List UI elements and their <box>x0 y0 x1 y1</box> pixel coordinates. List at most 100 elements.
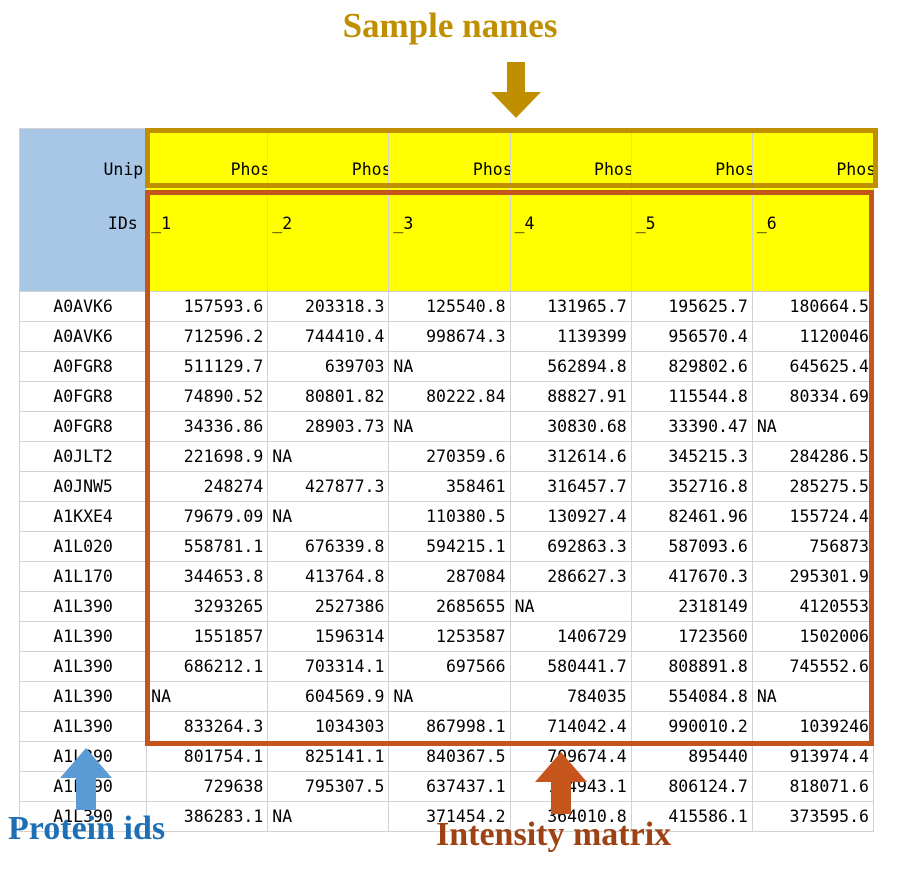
intensity-cell[interactable]: 511129.7 <box>146 351 269 382</box>
intensity-cell[interactable]: NA <box>388 411 511 442</box>
intensity-cell[interactable]: 913974.4 <box>751 741 875 772</box>
intensity-cell[interactable]: 345215.3 <box>630 441 753 472</box>
intensity-cell[interactable]: NA <box>267 501 390 532</box>
intensity-cell[interactable]: 558781.1 <box>146 531 269 562</box>
intensity-cell[interactable]: 115544.8 <box>630 381 753 412</box>
intensity-cell[interactable]: 2685655 <box>388 591 511 622</box>
intensity-cell[interactable]: 415586.1 <box>630 801 753 832</box>
protein-id-cell[interactable]: A1L390 <box>18 681 148 712</box>
intensity-cell[interactable]: NA <box>388 351 511 382</box>
intensity-cell[interactable]: 692863.3 <box>509 531 632 562</box>
intensity-cell[interactable]: 34336.86 <box>146 411 269 442</box>
intensity-cell[interactable]: 125540.8 <box>388 291 511 322</box>
intensity-cell[interactable]: 4120553 <box>751 591 875 622</box>
intensity-cell[interactable]: 371454.2 <box>388 801 511 832</box>
intensity-cell[interactable]: 1596314 <box>267 621 390 652</box>
intensity-cell[interactable]: 285275.5 <box>751 471 875 502</box>
column-header-uniprot-ids[interactable]: Uniprot_ IDs <box>18 128 148 292</box>
intensity-cell[interactable]: NA <box>267 801 390 832</box>
intensity-cell[interactable]: 714042.4 <box>509 711 632 742</box>
intensity-cell[interactable]: 703314.1 <box>267 651 390 682</box>
protein-id-cell[interactable]: A1L390 <box>18 651 148 682</box>
intensity-cell[interactable]: 806124.7 <box>630 771 753 802</box>
intensity-cell[interactable]: 639703 <box>267 351 390 382</box>
intensity-cell[interactable]: 3293265 <box>146 591 269 622</box>
intensity-cell[interactable]: 352716.8 <box>630 471 753 502</box>
protein-id-cell[interactable]: A1KXE4 <box>18 501 148 532</box>
intensity-cell[interactable]: 637437.1 <box>388 771 511 802</box>
protein-id-cell[interactable]: A0FGR8 <box>18 381 148 412</box>
intensity-cell[interactable]: 248274 <box>146 471 269 502</box>
column-header-sample-5[interactable]: Phos_Cyc _5 <box>630 128 753 292</box>
intensity-cell[interactable]: 312614.6 <box>509 441 632 472</box>
intensity-cell[interactable]: 998674.3 <box>388 321 511 352</box>
intensity-cell[interactable]: 295301.9 <box>751 561 875 592</box>
protein-id-cell[interactable]: A0AVK6 <box>18 291 148 322</box>
intensity-cell[interactable]: 1406729 <box>509 621 632 652</box>
protein-id-cell[interactable]: A0FGR8 <box>18 351 148 382</box>
intensity-cell[interactable]: 697566 <box>388 651 511 682</box>
intensity-cell[interactable]: 413764.8 <box>267 561 390 592</box>
intensity-cell[interactable]: 358461 <box>388 471 511 502</box>
protein-id-cell[interactable]: A1L390 <box>18 621 148 652</box>
intensity-cell[interactable]: 88827.91 <box>509 381 632 412</box>
intensity-cell[interactable]: 784035 <box>509 681 632 712</box>
intensity-cell[interactable]: 286627.3 <box>509 561 632 592</box>
intensity-cell[interactable]: 686212.1 <box>146 651 269 682</box>
intensity-cell[interactable]: 801754.1 <box>146 741 269 772</box>
intensity-cell[interactable]: 829802.6 <box>630 351 753 382</box>
intensity-cell[interactable]: 1502006 <box>751 621 875 652</box>
intensity-cell[interactable]: 74890.52 <box>146 381 269 412</box>
intensity-cell[interactable]: 28903.73 <box>267 411 390 442</box>
intensity-cell[interactable]: 1253587 <box>388 621 511 652</box>
intensity-cell[interactable]: 1551857 <box>146 621 269 652</box>
intensity-cell[interactable]: 157593.6 <box>146 291 269 322</box>
protein-id-cell[interactable]: A0FGR8 <box>18 411 148 442</box>
intensity-cell[interactable]: 833264.3 <box>146 711 269 742</box>
intensity-cell[interactable]: 1139399 <box>509 321 632 352</box>
intensity-cell[interactable]: 645625.4 <box>751 351 875 382</box>
intensity-cell[interactable]: 131965.7 <box>509 291 632 322</box>
intensity-cell[interactable]: 1120046 <box>751 321 875 352</box>
intensity-cell[interactable]: 221698.9 <box>146 441 269 472</box>
intensity-cell[interactable]: 180664.5 <box>751 291 875 322</box>
intensity-cell[interactable]: 427877.3 <box>267 471 390 502</box>
intensity-cell[interactable]: 867998.1 <box>388 711 511 742</box>
intensity-cell[interactable]: 825141.1 <box>267 741 390 772</box>
intensity-cell[interactable]: 1723560 <box>630 621 753 652</box>
intensity-cell[interactable]: 195625.7 <box>630 291 753 322</box>
protein-id-cell[interactable]: A1L390 <box>18 591 148 622</box>
intensity-cell[interactable]: 130927.4 <box>509 501 632 532</box>
intensity-cell[interactable]: 676339.8 <box>267 531 390 562</box>
intensity-cell[interactable]: NA <box>509 591 632 622</box>
intensity-cell[interactable]: 270359.6 <box>388 441 511 472</box>
intensity-cell[interactable]: NA <box>751 681 875 712</box>
intensity-cell[interactable]: 808891.8 <box>630 651 753 682</box>
intensity-cell[interactable]: 316457.7 <box>509 471 632 502</box>
intensity-cell[interactable]: 287084 <box>388 561 511 592</box>
intensity-cell[interactable]: 80222.84 <box>388 381 511 412</box>
intensity-cell[interactable]: 818071.6 <box>751 771 875 802</box>
intensity-cell[interactable]: 594215.1 <box>388 531 511 562</box>
column-header-sample-1[interactable]: Phos_Cyc _1 <box>146 128 269 292</box>
intensity-cell[interactable]: 344653.8 <box>146 561 269 592</box>
intensity-cell[interactable]: 82461.96 <box>630 501 753 532</box>
column-header-sample-4[interactable]: Phos_Cyc _4 <box>509 128 632 292</box>
intensity-cell[interactable]: 155724.4 <box>751 501 875 532</box>
intensity-cell[interactable]: 417670.3 <box>630 561 753 592</box>
intensity-matrix-table[interactable]: Uniprot_ IDs Phos_Cyc _1 Phos_Cyc _2 Pho… <box>18 128 875 832</box>
intensity-cell[interactable]: 1034303 <box>267 711 390 742</box>
intensity-cell[interactable]: 587093.6 <box>630 531 753 562</box>
intensity-cell[interactable]: NA <box>267 441 390 472</box>
intensity-cell[interactable]: 1039246 <box>751 711 875 742</box>
column-header-sample-6[interactable]: Phos_Cyc _6 <box>751 128 875 292</box>
intensity-cell[interactable]: 729638 <box>146 771 269 802</box>
protein-id-cell[interactable]: A1L390 <box>18 711 148 742</box>
intensity-cell[interactable]: 33390.47 <box>630 411 753 442</box>
protein-id-cell[interactable]: A0AVK6 <box>18 321 148 352</box>
protein-id-cell[interactable]: A1L170 <box>18 561 148 592</box>
intensity-cell[interactable]: 895440 <box>630 741 753 772</box>
protein-id-cell[interactable]: A0JLT2 <box>18 441 148 472</box>
intensity-cell[interactable]: 604569.9 <box>267 681 390 712</box>
intensity-cell[interactable]: 80801.82 <box>267 381 390 412</box>
